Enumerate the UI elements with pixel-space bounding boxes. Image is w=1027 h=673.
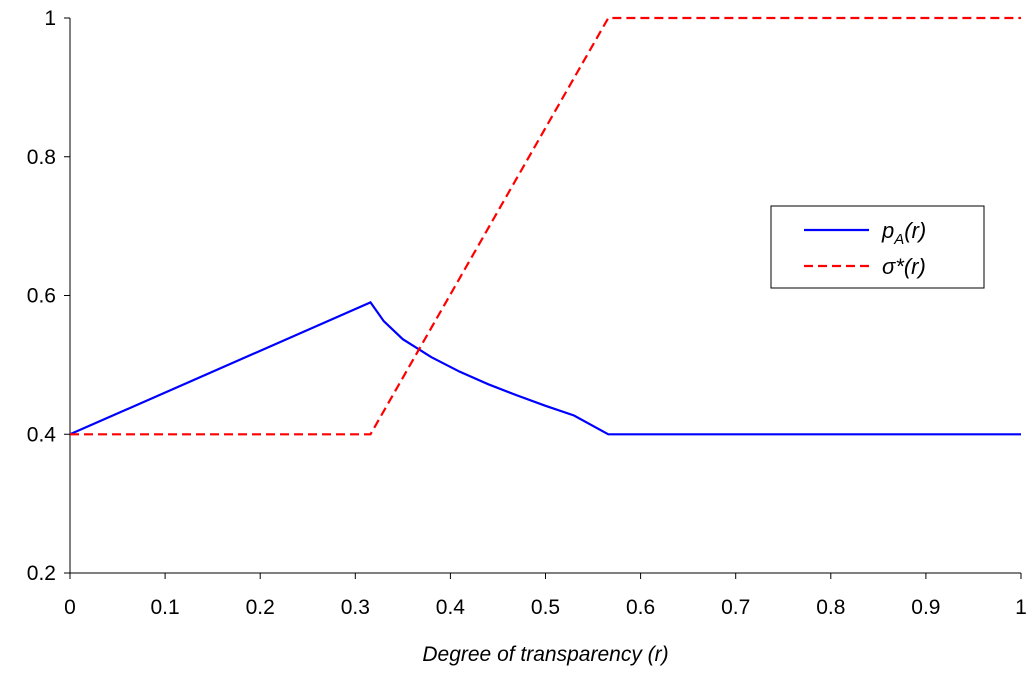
legend-box <box>770 205 985 289</box>
y-tick-label: 0.6 <box>27 285 56 308</box>
x-tick-label: 1 <box>1015 596 1027 619</box>
series-line-2 <box>70 16 1021 436</box>
series-line-1 <box>69 301 1021 436</box>
y-tick-label: 0.8 <box>27 146 56 169</box>
x-tick-label: 0.6 <box>626 596 655 619</box>
x-tick-label: 0.8 <box>816 596 845 619</box>
x-tick-label: 0.7 <box>721 596 750 619</box>
x-tick-label: 0.5 <box>531 596 560 619</box>
x-tick-label: 0.1 <box>150 596 179 619</box>
y-tick-label: 1 <box>44 7 56 30</box>
legend: pA(r) σ*(r) <box>770 205 985 289</box>
x-tick-label: 0.9 <box>911 596 940 619</box>
y-tick-label: 0.2 <box>27 562 56 585</box>
legend-label-2: σ*(r) <box>882 254 926 279</box>
legend-label-1: pA(r) <box>881 218 926 248</box>
y-tick-label: 0.4 <box>27 423 57 446</box>
x-tick-label: 0.4 <box>436 596 466 619</box>
series-lines <box>69 16 1021 436</box>
x-axis-title: Degree of transparency (r) <box>422 643 668 666</box>
x-tick-label: 0.2 <box>246 596 275 619</box>
x-tick-label: 0 <box>64 596 76 619</box>
x-axis: 0 0.1 0.2 0.3 0.4 0.5 0.6 0.7 0.8 0.9 1 <box>64 572 1027 619</box>
y-axis: 0.2 0.4 0.6 0.8 1 <box>27 7 71 585</box>
x-tick-label: 0.3 <box>341 596 370 619</box>
